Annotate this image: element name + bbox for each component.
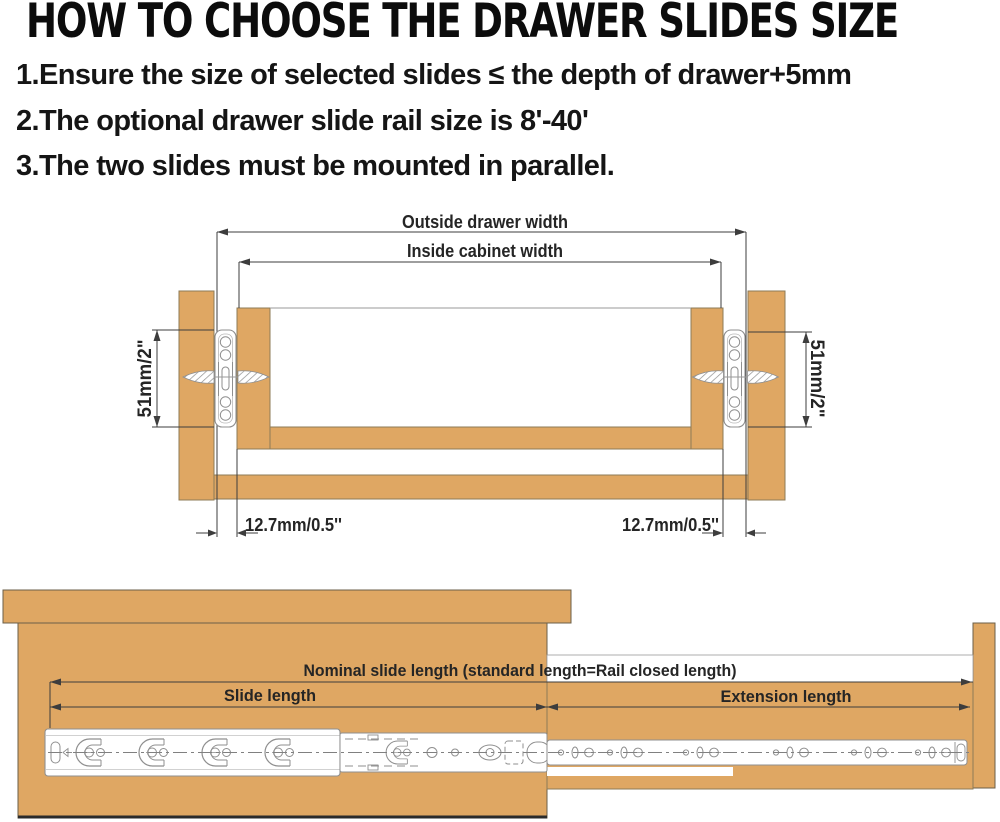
outside-width-label: Outside drawer width	[402, 212, 568, 232]
instruction-2: 2.The optional drawer slide rail size is…	[16, 105, 589, 137]
cross-section-diagram: Outside drawer width Inside cabinet widt…	[135, 212, 827, 537]
slide-cross-section-right	[723, 329, 746, 428]
extension-top-channel	[546, 654, 974, 683]
nominal-length-dimension	[49, 678, 973, 728]
slide-length-label: Slide length	[224, 686, 316, 705]
cabinet-top-board	[2, 589, 572, 624]
extension-length-label: Extension length	[721, 687, 852, 706]
page-title: HOW TO CHOOSE THE DRAWER SLIDES SIZE	[26, 0, 899, 49]
drawer-front-strip	[972, 622, 996, 789]
nominal-length-label: Nominal slide length (standard length=Ra…	[304, 661, 737, 680]
under-rail-gap	[547, 767, 733, 776]
gap-dimension-right	[702, 449, 766, 537]
slide-extension-dimension	[50, 703, 970, 711]
slide-height-dimension-right	[748, 331, 812, 428]
slide-height-dimension-left	[152, 329, 214, 428]
cabinet-side-panel-left	[178, 290, 215, 501]
slide-height-label-left: 51mm/2"	[135, 340, 156, 418]
cabinet-and-drawer-panels	[178, 290, 786, 501]
gap-label-right: 12.7mm/0.5''	[622, 515, 719, 535]
inside-width-label: Inside cabinet width	[407, 241, 563, 261]
cabinet-block	[17, 622, 548, 819]
slide-cross-section-left	[214, 329, 237, 428]
gap-dimension-left	[196, 449, 258, 537]
cabinet-side-panel-right	[747, 290, 786, 501]
cabinet-bottom-panel	[213, 474, 749, 500]
slide-height-label-right: 51mm/2"	[806, 340, 827, 418]
instruction-1: 1.Ensure the size of selected slides ≤ t…	[16, 59, 852, 91]
gap-label-left: 12.7mm/0.5''	[245, 515, 342, 535]
slide-length-diagram: Nominal slide length (standard length=Ra…	[2, 589, 996, 819]
instruction-3: 3.The two slides must be mounted in para…	[16, 150, 615, 182]
inside-width-dimension	[238, 258, 722, 308]
drawer-bottom-panel	[269, 426, 692, 450]
